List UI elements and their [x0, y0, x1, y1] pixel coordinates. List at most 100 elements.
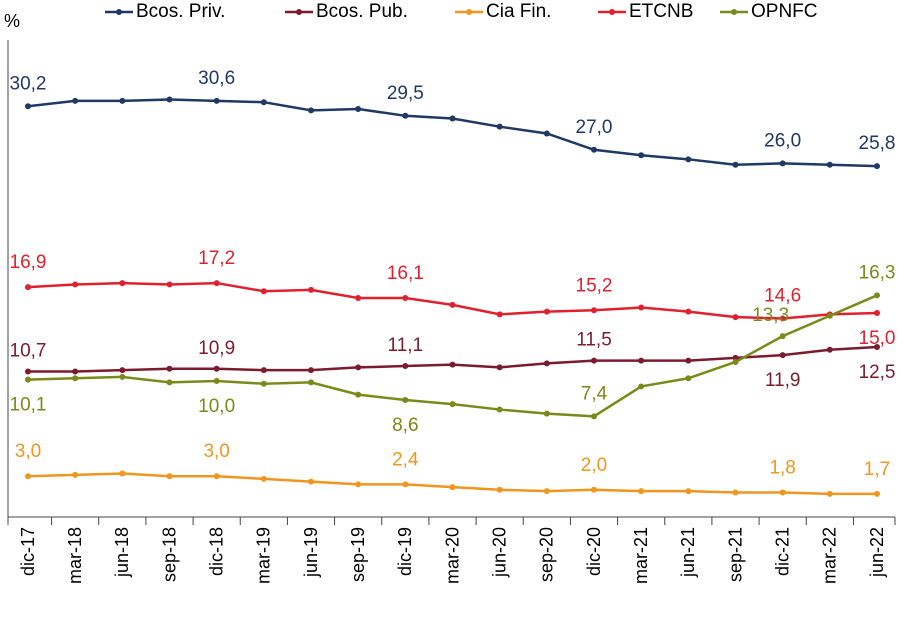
data-point	[166, 96, 173, 103]
data-point	[402, 397, 409, 404]
x-tick-label: dic-21	[772, 527, 792, 576]
data-label: 13,3	[752, 305, 789, 326]
data-point	[874, 163, 880, 170]
data-label: 11,5	[576, 330, 612, 351]
data-point	[119, 280, 126, 287]
data-label: 15,2	[576, 275, 613, 296]
legend-marker	[466, 9, 472, 15]
series-line	[28, 345, 878, 373]
data-point	[543, 308, 550, 315]
data-point	[25, 473, 31, 480]
data-point	[591, 146, 597, 153]
data-point	[591, 486, 597, 493]
legend-marker	[731, 9, 737, 15]
data-point	[874, 292, 880, 299]
data-point	[72, 471, 79, 478]
data-point	[685, 488, 692, 495]
data-point	[591, 307, 597, 314]
data-point	[449, 401, 456, 408]
data-label: 30,2	[10, 73, 47, 94]
data-label: 2,0	[581, 455, 607, 476]
data-point	[779, 315, 786, 322]
x-tick-label: mar-20	[442, 527, 462, 584]
data-point	[638, 488, 645, 495]
legend-label: Cia Fin.	[486, 1, 551, 22]
legend-label: ETCNB	[629, 1, 693, 22]
data-point	[260, 475, 267, 482]
data-point	[166, 281, 173, 288]
legend-label: OPNFC	[751, 1, 818, 22]
x-tick-label: mar-22	[820, 527, 840, 584]
data-point	[308, 367, 314, 374]
data-point	[732, 314, 739, 321]
data-point	[308, 286, 314, 293]
data-label: 10,7	[10, 340, 47, 361]
data-label: 16,9	[10, 252, 47, 273]
data-label: 2,4	[392, 449, 419, 470]
data-point	[685, 375, 692, 382]
data-point	[72, 97, 79, 104]
data-point	[213, 97, 220, 104]
data-point	[260, 99, 267, 106]
data-label: 29,5	[387, 83, 424, 104]
data-point	[72, 368, 79, 375]
series-line	[27, 472, 877, 496]
data-label: 15,0	[859, 328, 896, 349]
data-point	[166, 473, 173, 480]
data-point	[25, 368, 31, 375]
data-label: 30,6	[198, 68, 235, 89]
data-point	[543, 488, 550, 495]
data-point	[732, 489, 739, 496]
data-point	[213, 280, 220, 287]
data-point	[496, 311, 503, 318]
x-tick-label: sep-20	[537, 527, 557, 582]
data-point	[826, 346, 833, 353]
data-label: 1,8	[769, 458, 795, 479]
data-point	[213, 473, 220, 480]
data-point	[685, 357, 692, 364]
x-tick-label: jun-22	[867, 527, 887, 578]
data-point	[25, 284, 31, 291]
data-point	[119, 373, 126, 380]
x-tick-label: dic-18	[206, 527, 226, 576]
data-point	[874, 490, 880, 497]
data-label: 10,0	[198, 396, 235, 417]
data-point	[543, 410, 550, 417]
data-label: 3,0	[203, 441, 229, 462]
legend-marker	[116, 9, 122, 15]
data-point	[449, 301, 456, 308]
data-point	[308, 107, 314, 114]
data-label: 16,1	[387, 263, 424, 284]
x-tick-label: jun-19	[301, 527, 321, 578]
data-point	[355, 295, 362, 302]
data-point	[685, 308, 692, 315]
data-point	[496, 123, 503, 130]
data-point	[496, 364, 503, 371]
data-point	[496, 486, 503, 493]
data-point	[119, 97, 126, 104]
data-label: 26,0	[764, 130, 801, 151]
data-point	[355, 481, 362, 488]
data-label: 27,0	[576, 117, 613, 138]
data-point	[449, 361, 456, 368]
data-label: 11,9	[765, 370, 801, 391]
x-tick-label: jun-21	[678, 527, 698, 578]
data-label: 10,9	[198, 338, 235, 359]
x-tick-label: sep-21	[725, 527, 745, 582]
data-point	[685, 156, 692, 163]
data-label: 1,7	[864, 459, 890, 480]
data-point	[308, 478, 314, 485]
data-point	[543, 360, 550, 367]
data-point	[25, 376, 31, 383]
series-line	[27, 281, 878, 320]
data-point	[166, 365, 173, 372]
data-point	[826, 490, 833, 497]
data-point	[308, 379, 314, 386]
data-point	[402, 295, 409, 302]
legend-marker	[609, 9, 615, 15]
data-label: 3,0	[15, 441, 41, 462]
data-point	[213, 365, 220, 372]
data-point	[213, 378, 220, 384]
data-point	[25, 103, 31, 110]
